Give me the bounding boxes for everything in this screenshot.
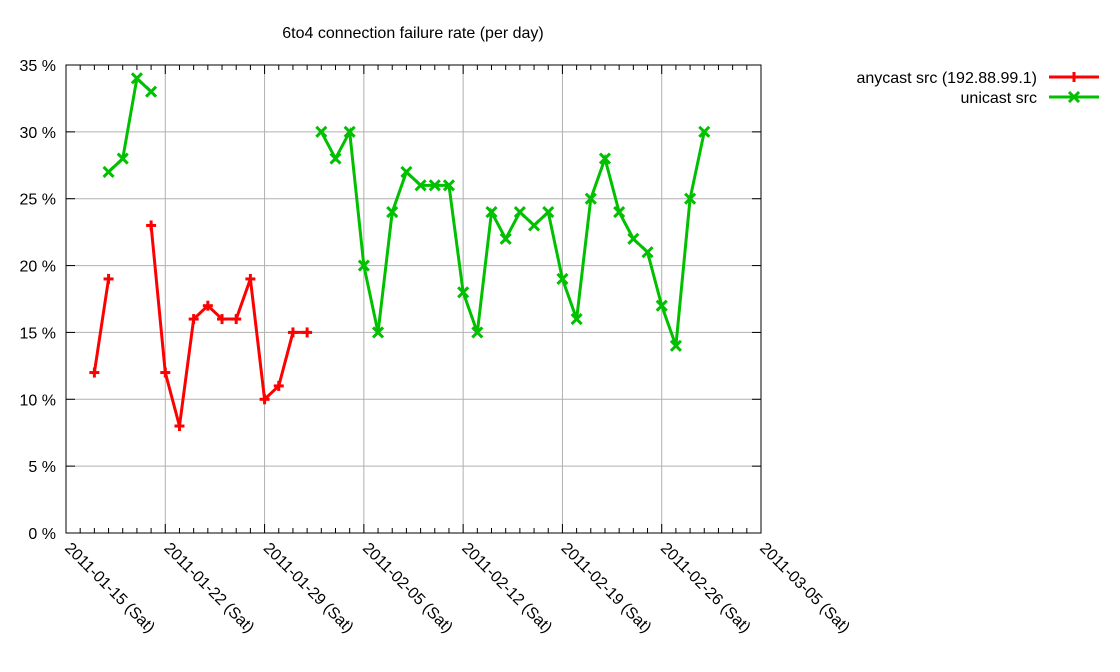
y-tick-label: 20 % bbox=[20, 259, 56, 276]
x-tick-label: 2011-02-26 (Sat) bbox=[657, 540, 754, 637]
y-tick-label: 35 % bbox=[20, 58, 56, 75]
legend-label: anycast src (192.88.99.1) bbox=[856, 70, 1037, 87]
y-tick-label: 10 % bbox=[20, 392, 56, 409]
y-axis-tick-labels: 0 % 5 % 10 % 15 % 20 % 25 % 30 % 35 % bbox=[20, 58, 56, 543]
x-tick-label: 2011-02-19 (Sat) bbox=[558, 540, 655, 637]
y-tick-label: 25 % bbox=[20, 192, 56, 209]
y-tick-label: 5 % bbox=[28, 459, 56, 476]
x-axis-tick-labels: 2011-01-15 (Sat) 2011-01-22 (Sat) 2011-01-… bbox=[61, 540, 853, 637]
x-tick-label: 2011-01-29 (Sat) bbox=[260, 540, 357, 637]
y-tick-label: 0 % bbox=[28, 526, 56, 543]
x-tick-label: 2011-03-05 (Sat) bbox=[756, 540, 853, 637]
legend: anycast src (192.88.99.1) unicast src bbox=[856, 70, 1099, 107]
legend-label: unicast src bbox=[961, 90, 1037, 107]
y-tick-label: 30 % bbox=[20, 125, 56, 142]
chart-title: 6to4 connection failure rate (per day) bbox=[282, 25, 543, 42]
y-tick-label: 15 % bbox=[20, 325, 56, 342]
axes bbox=[65, 64, 762, 534]
x-tick-label: 2011-02-12 (Sat) bbox=[458, 540, 555, 637]
data-series bbox=[89, 72, 711, 432]
grid-lines bbox=[66, 65, 761, 533]
x-tick-label: 2011-02-05 (Sat) bbox=[359, 540, 456, 637]
x-tick-label: 2011-01-15 (Sat) bbox=[61, 540, 158, 637]
series-cross bbox=[102, 72, 711, 352]
x-tick-label: 2011-01-22 (Sat) bbox=[160, 540, 257, 637]
series-plus bbox=[89, 220, 313, 432]
